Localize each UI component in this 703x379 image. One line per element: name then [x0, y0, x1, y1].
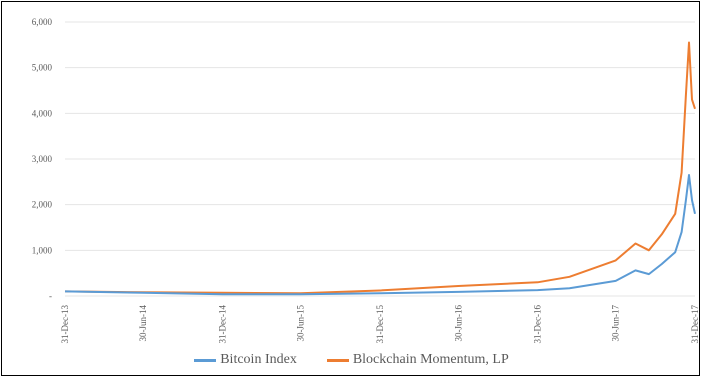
- y-tick-label: 1,000: [32, 245, 53, 255]
- x-tick-label: 30-Jun-16: [453, 305, 463, 342]
- y-axis-ticks: - 1,000 2,000 3,000 4,000 5,000 6,000: [32, 17, 53, 301]
- x-axis-ticks: 31-Dec-13 30-Jun-14 31-Dec-14 30-Jun-15 31-D…: [60, 305, 700, 344]
- legend: Bitcoin Index Blockchain Momentum, LP: [0, 352, 703, 368]
- legend-item-bitcoin: Bitcoin Index: [194, 352, 297, 368]
- series-line: [64, 174, 696, 296]
- y-tick-label: 4,000: [32, 108, 53, 118]
- y-tick-label: 2,000: [32, 200, 53, 210]
- legend-label-blockchain: Blockchain Momentum, LP: [352, 352, 509, 367]
- y-tick-label: 6,000: [32, 17, 53, 27]
- x-tick-label: 31-Dec-16: [533, 305, 543, 344]
- legend-label-bitcoin: Bitcoin Index: [220, 352, 297, 367]
- series-line: [64, 41, 696, 295]
- y-tick-label: -: [49, 291, 52, 301]
- x-tick-label: 30-Jun-15: [295, 305, 305, 342]
- series-lines: [64, 41, 696, 296]
- y-tick-label: 5,000: [32, 63, 53, 73]
- legend-swatch-bitcoin: [194, 358, 217, 362]
- legend-item-blockchain: Blockchain Momentum, LP: [326, 352, 509, 368]
- legend-swatch-blockchain: [326, 358, 349, 362]
- x-tick-label: 30-Jun-17: [611, 305, 621, 342]
- x-tick-label: 30-Jun-14: [138, 305, 148, 342]
- x-tick-label: 31-Dec-13: [60, 305, 70, 344]
- x-tick-label: 31-Dec-17: [690, 305, 700, 344]
- x-tick-label: 31-Dec-15: [375, 305, 385, 344]
- gridlines: [65, 21, 695, 297]
- y-tick-label: 3,000: [32, 154, 53, 164]
- x-tick-label: 31-Dec-14: [217, 305, 227, 344]
